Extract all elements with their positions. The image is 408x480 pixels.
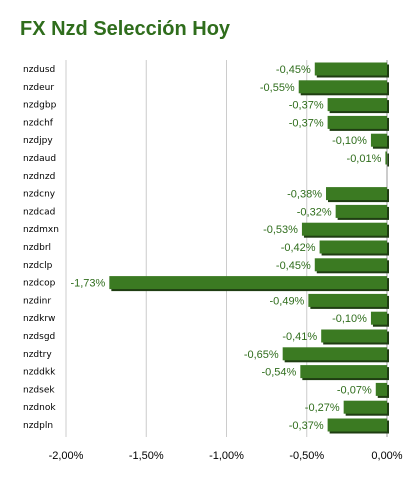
category-label: nzdpln xyxy=(23,421,53,431)
value-labels: -0,45% -0,55% -0,37% -0,37% -0,10% -0,01% -0,3… xyxy=(70,64,381,432)
value-label: -0,32% xyxy=(297,206,332,218)
bar xyxy=(282,347,387,361)
value-label: -0,45% xyxy=(276,64,311,76)
value-label: -0,10% xyxy=(332,313,367,325)
bar xyxy=(370,133,387,147)
category-label: nzdsgd xyxy=(23,332,55,342)
bars xyxy=(109,62,390,434)
category-label: nzdcad xyxy=(23,207,55,217)
category-label: nzdeur xyxy=(23,83,54,93)
value-label: -1,73% xyxy=(70,278,105,290)
bar xyxy=(319,240,387,254)
category-label: nzdnzd xyxy=(23,172,55,182)
value-label: -0,01% xyxy=(347,153,382,165)
bar xyxy=(109,276,388,290)
category-label: nzdnok xyxy=(23,403,56,413)
bar xyxy=(326,187,387,201)
x-tick-label: -2,00% xyxy=(49,450,84,462)
category-label: nzdclp xyxy=(23,261,53,271)
bar xyxy=(321,329,387,343)
bar xyxy=(298,80,387,94)
value-label: -0,07% xyxy=(337,384,372,396)
x-tick-label: 0,00% xyxy=(371,450,402,462)
category-label: nzdgbp xyxy=(23,101,57,111)
bar xyxy=(335,204,387,218)
bar xyxy=(370,311,387,325)
category-label: nzdcop xyxy=(23,279,56,289)
category-labels: nzdusd nzdeur nzdgbp nzdchf nzdjpy nzdaud nzdn… xyxy=(23,65,59,431)
bar xyxy=(327,98,387,112)
bar xyxy=(385,151,387,165)
value-label: -0,37% xyxy=(289,100,324,112)
chart-title: FX Nzd Selección Hoy xyxy=(20,18,231,40)
value-label: -0,37% xyxy=(289,117,324,129)
category-label: nzdkrw xyxy=(23,314,55,324)
category-label: nzdtry xyxy=(23,350,52,360)
value-label: -0,54% xyxy=(261,367,296,379)
category-label: nzdinr xyxy=(23,296,51,306)
x-tick-label: -0,50% xyxy=(289,450,324,462)
value-label: -0,42% xyxy=(281,242,316,254)
value-label: -0,38% xyxy=(287,189,322,201)
category-label: nzdusd xyxy=(23,65,55,75)
value-label: -0,55% xyxy=(260,82,295,94)
category-label: nzddkk xyxy=(23,368,56,378)
x-tick-label: -1,00% xyxy=(209,450,244,462)
bar xyxy=(375,382,387,396)
bar xyxy=(301,222,387,236)
category-label: nzdsek xyxy=(23,385,55,395)
value-label: -0,65% xyxy=(244,349,279,361)
value-label: -0,37% xyxy=(289,420,324,432)
category-label: nzdmxn xyxy=(23,225,59,235)
category-label: nzdjpy xyxy=(23,136,53,146)
value-label: -0,27% xyxy=(305,402,340,414)
category-label: nzdchf xyxy=(23,118,54,128)
value-label: -0,49% xyxy=(269,295,304,307)
bar xyxy=(314,258,387,272)
value-label: -0,53% xyxy=(263,224,298,236)
category-label: nzdaud xyxy=(23,154,56,164)
value-label: -0,45% xyxy=(276,260,311,272)
bar xyxy=(327,115,387,129)
x-tick-labels: -2,00% -1,50% -1,00% -0,50% 0,00% xyxy=(49,450,403,462)
category-label: nzdcny xyxy=(23,190,56,200)
value-label: -0,10% xyxy=(332,135,367,147)
bar-shadow xyxy=(387,153,389,167)
bar xyxy=(308,293,387,307)
bar xyxy=(300,365,387,379)
bar xyxy=(314,62,387,76)
bar xyxy=(343,400,387,414)
bar xyxy=(327,418,387,432)
category-label: nzdbrl xyxy=(23,243,51,253)
value-label: -0,41% xyxy=(282,331,317,343)
x-tick-label: -1,50% xyxy=(129,450,164,462)
